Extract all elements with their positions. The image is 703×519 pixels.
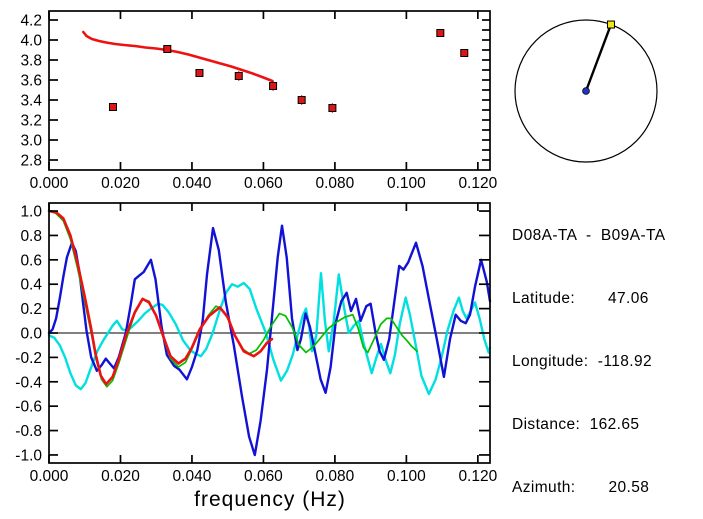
- y-tick-label: 3.4: [20, 93, 42, 110]
- x-tick-label: 0.120: [458, 468, 497, 485]
- y-tick-label: -0.6: [15, 399, 42, 416]
- x-tick-label: 0.020: [101, 175, 140, 192]
- waveforms-curve-blue: [47, 224, 492, 457]
- y-tick-label: 3.8: [20, 53, 42, 70]
- y-tick-label: -1.0: [15, 447, 42, 464]
- dispersion-marker: [328, 104, 337, 112]
- waveforms-curve-cyan: [47, 272, 492, 396]
- dispersion-marker: [163, 45, 172, 53]
- y-tick-label: 3.6: [20, 73, 42, 90]
- y-tick-label: 0.6: [20, 252, 42, 269]
- station-longitude: Longitude: -118.92: [512, 353, 653, 370]
- x-tick-label: 0.020: [101, 468, 140, 485]
- station-distance: Distance: 162.65: [512, 416, 640, 433]
- x-tick-label: 0.080: [316, 468, 355, 485]
- x-tick-label: 0.120: [458, 175, 497, 192]
- y-tick-label: 0.8: [20, 228, 42, 245]
- y-tick-label: 3.0: [20, 133, 42, 150]
- station-info-block: D08A-TA - B09A-TA Latitude: 47.06 Longit…: [512, 183, 665, 519]
- waveforms-curve-red: [47, 209, 274, 386]
- dispersion-marker: [195, 69, 204, 77]
- y-tick-label: 1.0: [20, 204, 42, 221]
- dispersion-marker: [269, 82, 278, 90]
- y-tick-label: -0.2: [15, 350, 42, 367]
- x-tick-label: 0.040: [173, 468, 212, 485]
- x-tick-label: 0.080: [316, 175, 355, 192]
- y-tick-label: 2.8: [20, 153, 42, 170]
- x-tick-label: 0.100: [387, 175, 426, 192]
- y-tick-label: 0.0: [20, 326, 42, 343]
- y-tick-label: 4.0: [20, 33, 42, 50]
- x-axis-title: frequency (Hz): [194, 488, 346, 511]
- azimuth-dial: [514, 19, 658, 163]
- x-tick-label: 0.100: [387, 468, 426, 485]
- y-tick-label: 0.2: [20, 301, 42, 318]
- y-tick-label: 0.4: [20, 277, 42, 294]
- dispersion-marker: [234, 72, 243, 80]
- dispersion-marker: [460, 49, 469, 57]
- dispersion-frame: [48, 10, 491, 171]
- x-tick-label: 0.000: [30, 468, 69, 485]
- azimuth-line: [584, 24, 613, 92]
- y-tick-label: 4.2: [20, 13, 42, 30]
- waveforms-panel: 0.000 0.020 0.040 0.060 0.080 0.100 0.120 -1.0 -…: [15, 202, 498, 485]
- azimuth-circle: [514, 19, 658, 163]
- station-latitude: Latitude: 47.06: [512, 290, 649, 307]
- azimuth-center-dot: [582, 87, 590, 95]
- dispersion-marker: [108, 103, 117, 111]
- x-tick-label: 0.040: [173, 175, 212, 192]
- y-tick-label: -0.8: [15, 423, 42, 440]
- dispersion-marker: [297, 96, 306, 104]
- dispersion-panel: 0.000 0.020 0.040 0.060 0.080 0.100 0.120 2.8 3.…: [20, 10, 498, 192]
- station-pair-title: D08A-TA - B09A-TA: [512, 227, 666, 244]
- azimuth-target-marker: [606, 20, 615, 29]
- x-tick-label: 0.060: [244, 175, 283, 192]
- y-tick-label: -0.4: [15, 374, 42, 391]
- station-azimuth: Azimuth: 20.58: [512, 479, 650, 496]
- x-tick-label: 0.000: [30, 175, 69, 192]
- dispersion-curve-red: [82, 30, 274, 83]
- dispersion-marker: [436, 29, 445, 37]
- y-tick-label: 3.2: [20, 113, 42, 130]
- x-tick-label: 0.060: [244, 468, 283, 485]
